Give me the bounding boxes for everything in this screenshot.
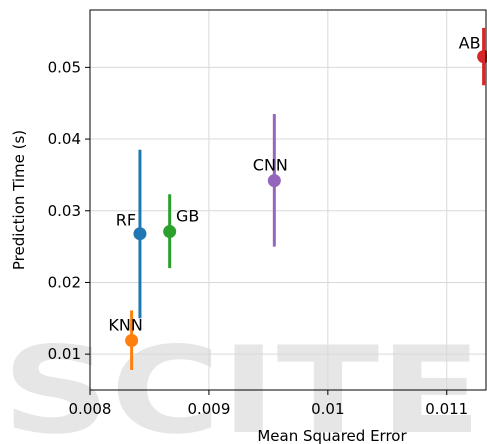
y-tick-label: 0.05 — [48, 58, 81, 76]
plot-frame — [89, 9, 487, 391]
point-label: GB — [176, 207, 199, 226]
point-label: RF — [116, 211, 136, 230]
point-label: AB — [459, 34, 481, 53]
x-tick-label: 0.01 — [311, 400, 344, 418]
watermark-text: SCITE — [2, 322, 482, 444]
x-axis-label: Mean Squared Error — [257, 427, 407, 444]
data-point — [267, 174, 281, 188]
data-point — [477, 50, 487, 64]
point-label: CNN — [253, 156, 288, 175]
y-tick-label: 0.01 — [48, 345, 81, 363]
point-label: KNN — [108, 316, 142, 335]
data-point — [163, 225, 177, 239]
y-tick-label: 0.03 — [48, 202, 81, 220]
data-point — [125, 334, 139, 348]
y-tick-label: 0.04 — [48, 130, 81, 148]
y-tick-label: 0.02 — [48, 273, 81, 291]
x-tick-label: 0.008 — [69, 400, 112, 418]
x-tick-label: 0.009 — [187, 400, 230, 418]
y-axis-label: Prediction Time (s) — [10, 130, 28, 270]
data-point — [133, 227, 147, 241]
x-tick-label: 0.011 — [425, 400, 468, 418]
